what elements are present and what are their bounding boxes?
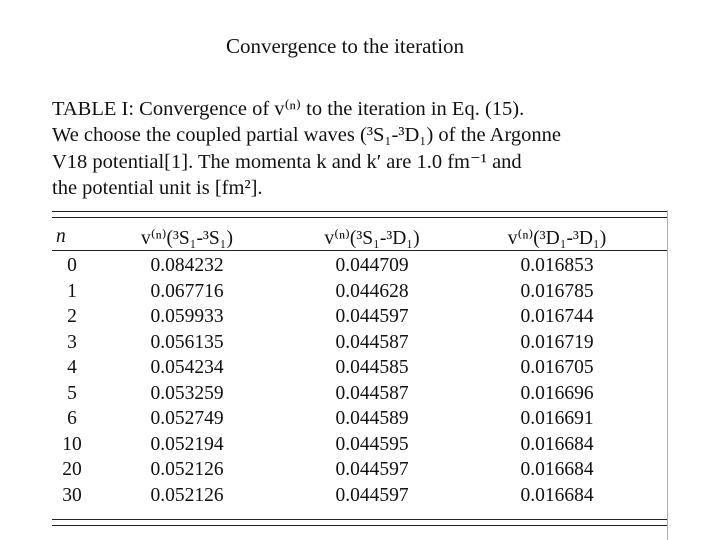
table-cell: 0.044597 <box>335 306 409 327</box>
slide-title: Convergence to the iteration <box>225 34 465 58</box>
table-row: 3 0.056135 0.044587 0.016719 <box>52 332 668 356</box>
table-cell: 10 <box>62 433 82 455</box>
table-cell: 20 <box>62 459 82 480</box>
table-cell: 0.044589 <box>335 408 409 429</box>
table-cell: 0.059933 <box>150 306 224 327</box>
table-cell: 0.044595 <box>335 433 409 455</box>
table-cell: 0.016684 <box>520 459 594 480</box>
table-cell: 0.053259 <box>150 382 224 404</box>
table-cell: 0.016691 <box>520 408 594 429</box>
column-header: v⁽ⁿ⁾(³S₁-³D₁) <box>324 228 420 249</box>
top-rule <box>52 211 668 212</box>
table-row: 20 0.052126 0.044597 0.016684 <box>52 459 668 483</box>
table-cell: 6 <box>67 408 77 429</box>
table-cell: 0.016744 <box>520 306 594 327</box>
table-cell: 0.016785 <box>520 280 594 302</box>
table-row: 2 0.059933 0.044597 0.016744 <box>52 306 668 330</box>
table-row: 4 0.054234 0.044585 0.016705 <box>52 357 668 381</box>
table-cell: 0.067716 <box>150 280 224 302</box>
caption-line: V18 potential[1]. The momenta k and k′ a… <box>52 150 522 173</box>
table-cell: 0.084232 <box>150 255 224 276</box>
table-cell: 0.044628 <box>335 280 409 302</box>
column-header: v⁽ⁿ⁾(³S₁-³S₁) <box>141 228 233 249</box>
table-cell: 1 <box>67 280 77 302</box>
table-row: 30 0.052126 0.044597 0.016684 <box>52 485 668 509</box>
table-cell: 0.044597 <box>335 484 409 506</box>
bottom-rule <box>52 525 668 526</box>
header-rule <box>52 250 668 251</box>
table-cell: 0.044585 <box>335 357 409 378</box>
table-cell: 0.054234 <box>150 357 224 378</box>
table-cell: 0.044587 <box>335 331 409 353</box>
column-header: v⁽ⁿ⁾(³D₁-³D₁) <box>507 228 607 249</box>
table-cell: 0.016696 <box>520 382 594 404</box>
table-cell: 0.052126 <box>150 484 224 506</box>
table-row: 10 0.052194 0.044595 0.016684 <box>52 434 668 458</box>
table-row: 1 0.067716 0.044628 0.016785 <box>52 281 668 305</box>
table-cell: 5 <box>67 382 77 404</box>
table-cell: 0.016705 <box>520 357 594 378</box>
table-cell: 0.016853 <box>520 255 594 276</box>
table-cell: 0.052749 <box>150 408 224 429</box>
bottom-rule <box>52 519 668 520</box>
table-cell: 0.044597 <box>335 459 409 480</box>
table-caption: TABLE I: Convergence of v⁽ⁿ⁾ to the iter… <box>52 96 672 201</box>
table-cell: 0.044709 <box>335 255 409 276</box>
table-cell: 0.052194 <box>150 433 224 455</box>
table-row: 5 0.053259 0.044587 0.016696 <box>52 383 668 407</box>
table-cell: 0.044587 <box>335 382 409 404</box>
scan-edge <box>667 210 668 540</box>
table-cell: 0.056135 <box>150 331 224 353</box>
table-row: 6 0.052749 0.044589 0.016691 <box>52 408 668 432</box>
table-cell: 2 <box>67 306 77 327</box>
caption-line: the potential unit is [fm²]. <box>52 176 263 199</box>
header-row: n v⁽ⁿ⁾(³S₁-³S₁) v⁽ⁿ⁾(³S₁-³D₁) v⁽ⁿ⁾(³D₁-³D₁) <box>52 226 668 250</box>
table-cell: 0 <box>67 255 77 276</box>
table-cell: 0.016684 <box>520 433 594 455</box>
caption-line: TABLE I: Convergence of v⁽ⁿ⁾ to the iter… <box>52 98 525 120</box>
table-cell: 30 <box>62 484 82 506</box>
table-cell: 0.016684 <box>520 484 594 506</box>
caption-line: We choose the coupled partial waves (³S₁… <box>52 124 562 147</box>
top-rule <box>52 217 668 218</box>
table-cell: 4 <box>67 357 77 378</box>
table-cell: 3 <box>67 331 77 353</box>
table-cell: 0.052126 <box>150 459 224 480</box>
table-row: 0 0.084232 0.044709 0.016853 <box>52 255 668 279</box>
column-header: n <box>56 226 66 247</box>
table-cell: 0.016719 <box>520 331 594 353</box>
